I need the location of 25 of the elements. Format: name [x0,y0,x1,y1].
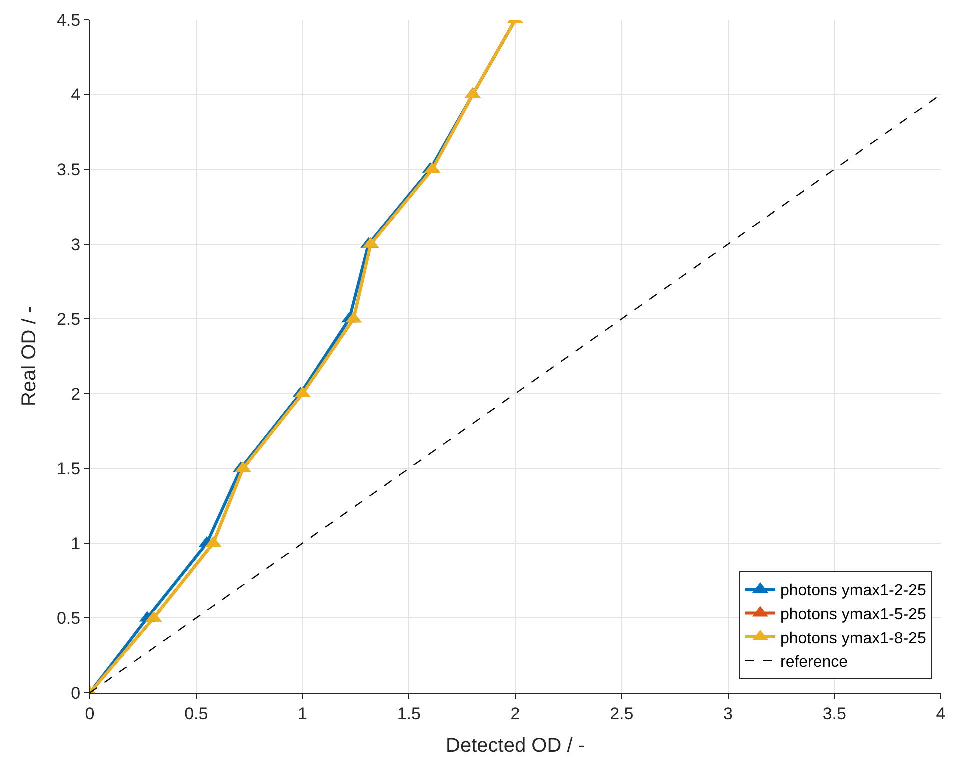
y-tick-label: 0 [71,684,81,703]
x-tick-label: 3.5 [822,704,846,724]
y-tick-label: 3.5 [56,160,81,180]
y-tick-label: 4.5 [56,10,81,30]
x-tick-label: 1 [298,704,308,724]
y-axis-title: Real OD / - [18,306,40,407]
legend-label: photons ymax1-2-25 [780,582,926,600]
y-tick-label: 1.5 [56,460,81,479]
x-tick-label: 3 [724,704,733,724]
y-tick-label: 0.5 [56,609,81,628]
x-tick-label: 2 [510,704,520,724]
y-tick-label: 2.5 [56,310,81,330]
x-axis-title: Detected OD / - [446,734,585,757]
x-tick-label: 4 [936,704,946,724]
legend-label: photons ymax1-5-25 [780,606,926,624]
y-tick-label: 1 [71,534,81,554]
y-tick-label: 2 [71,384,81,404]
legend-label: photons ymax1-8-25 [780,630,926,648]
y-tick-label: 4 [71,86,81,105]
x-tick-label: 2.5 [610,704,634,724]
x-tick-label: 1.5 [397,704,421,724]
legend-label: reference [780,654,848,672]
x-tick-label: 0 [85,704,95,724]
x-tick-label: 0.5 [184,704,208,724]
y-tick-label: 3 [71,235,81,254]
